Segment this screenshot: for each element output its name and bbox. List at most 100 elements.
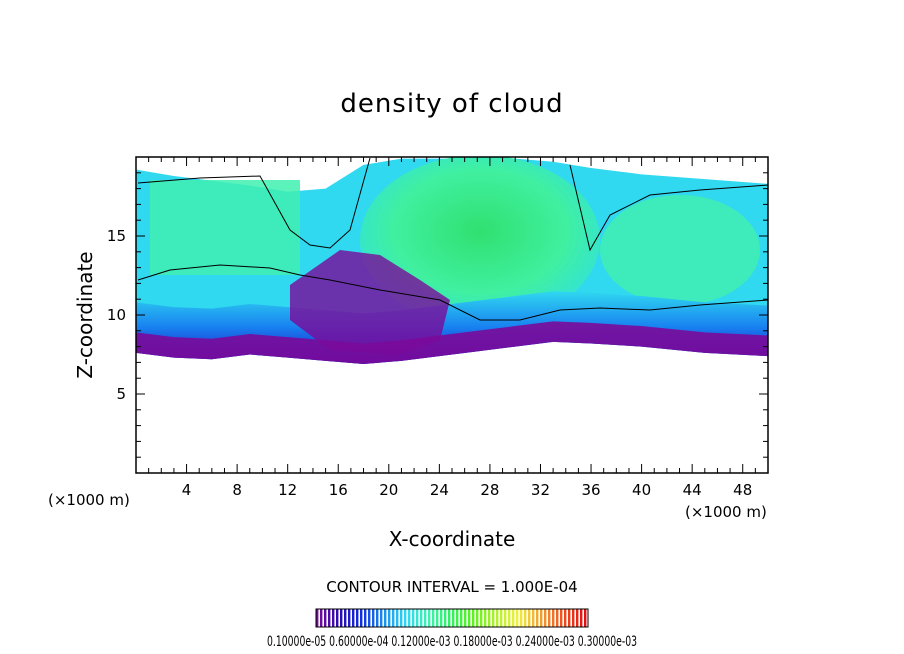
x-tick-label: 8 — [232, 481, 242, 499]
colorbar-swatch — [340, 609, 343, 627]
colorbar-swatch — [528, 609, 531, 627]
colorbar-swatch — [508, 609, 511, 627]
colorbar-swatch — [436, 609, 439, 627]
y-axis-tick-labels: 5 10 15 — [107, 227, 126, 403]
contour-line-right — [569, 164, 768, 252]
colorbar-swatch — [372, 609, 375, 627]
x-tick-label: 12 — [278, 481, 297, 499]
contour-line-lower — [137, 264, 768, 321]
x-tick-label: 4 — [182, 481, 192, 499]
x-tick-label: 36 — [581, 481, 600, 499]
colorbar-swatch — [576, 609, 579, 627]
chart-title: density of cloud — [340, 89, 563, 119]
purple-base-band — [136, 321, 768, 364]
colorbar-swatch — [500, 609, 503, 627]
colorbar-swatch — [444, 609, 447, 627]
colorbar-swatch — [448, 609, 451, 627]
colorbar-swatch — [488, 609, 491, 627]
colorbar-swatch — [396, 609, 399, 627]
colorbar-swatch — [544, 609, 547, 627]
y-axis-ticks — [136, 172, 768, 458]
contour-line-upper — [137, 157, 371, 249]
x-axis-tick-labels: 4 8 12 16 20 24 28 32 36 40 44 48 — [182, 481, 752, 499]
colorbar-swatch — [416, 609, 419, 627]
colorbar-swatch — [328, 609, 331, 627]
colorbar-swatch — [428, 609, 431, 627]
colorbar-swatch — [432, 609, 435, 627]
purple-patch — [290, 250, 450, 355]
colorbar-swatch — [480, 609, 483, 627]
colorbar-swatch — [352, 609, 355, 627]
x-unit-label: (×1000 m) — [685, 503, 767, 521]
green-core-left — [150, 180, 300, 275]
colorbar-swatch — [468, 609, 471, 627]
colorbar-swatch — [460, 609, 463, 627]
colorbar-swatch — [384, 609, 387, 627]
y-axis-label: Z-coordinate — [73, 251, 97, 378]
colorbar-swatch — [572, 609, 575, 627]
colorbar-swatch — [392, 609, 395, 627]
x-axis-label: X-coordinate — [389, 527, 516, 551]
colorbar-swatch — [412, 609, 415, 627]
colorbar-swatch — [456, 609, 459, 627]
colorbar — [315, 608, 589, 628]
x-tick-label: 16 — [329, 481, 348, 499]
colorbar-swatch — [560, 609, 563, 627]
colorbar-swatch — [348, 609, 351, 627]
colorbar-swatch — [388, 609, 391, 627]
y-tick-label: 10 — [107, 306, 126, 324]
y-unit-label: (×1000 m) — [48, 491, 130, 509]
y-tick-label: 5 — [116, 385, 126, 403]
colorbar-swatch — [548, 609, 551, 627]
colorbar-swatch — [556, 609, 559, 627]
colorbar-swatch — [380, 609, 383, 627]
colorbar-swatch — [580, 609, 583, 627]
colorbar-swatch — [420, 609, 423, 627]
colorbar-swatch — [336, 609, 339, 627]
colorbar-swatch — [584, 609, 587, 627]
colorbar-swatch — [360, 609, 363, 627]
colorbar-swatch — [376, 609, 379, 627]
colorbar-swatch — [476, 609, 479, 627]
colorbar-swatch — [424, 609, 427, 627]
colorbar-swatch — [496, 609, 499, 627]
colorbar-swatch — [516, 609, 519, 627]
colorbar-swatch — [316, 609, 319, 627]
colorbar-swatch — [520, 609, 523, 627]
contour-interval-text: CONTOUR INTERVAL = 1.000E-04 — [326, 578, 577, 596]
colorbar-swatch — [492, 609, 495, 627]
colorbar-swatch — [512, 609, 515, 627]
y-tick-label: 15 — [107, 227, 126, 245]
green-core-right — [600, 195, 760, 305]
colorbar-swatch — [344, 609, 347, 627]
x-tick-label: 24 — [430, 481, 449, 499]
colorbar-swatch — [356, 609, 359, 627]
heatmap-field — [136, 157, 768, 473]
x-tick-label: 20 — [379, 481, 398, 499]
colorbar-swatch — [404, 609, 407, 627]
colorbar-swatch — [332, 609, 335, 627]
x-axis-ticks — [148, 157, 756, 473]
colorbar-swatch — [324, 609, 327, 627]
colorbar-swatch — [472, 609, 475, 627]
colorbar-swatch — [400, 609, 403, 627]
colorbar-swatch — [568, 609, 571, 627]
colorbar-swatch — [364, 609, 367, 627]
colorbar-swatch — [440, 609, 443, 627]
colorbar-swatch — [464, 609, 467, 627]
colorbar-swatch — [368, 609, 371, 627]
colorbar-swatch — [504, 609, 507, 627]
colorbar-swatch — [320, 609, 323, 627]
x-tick-label: 40 — [632, 481, 651, 499]
colorbar-labels: 0.10000e-05 0.60000e-04 0.12000e-03 0.18… — [267, 634, 637, 650]
colorbar-swatch — [408, 609, 411, 627]
colorbar-swatch — [532, 609, 535, 627]
colorbar-swatch — [536, 609, 539, 627]
x-tick-label: 28 — [480, 481, 499, 499]
colorbar-swatch — [524, 609, 527, 627]
colorbar-frame — [315, 608, 589, 628]
colorbar-swatch — [564, 609, 567, 627]
colorbar-swatch — [540, 609, 543, 627]
x-tick-label: 32 — [531, 481, 550, 499]
